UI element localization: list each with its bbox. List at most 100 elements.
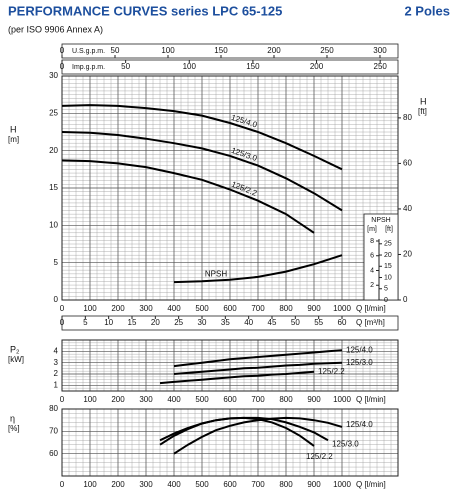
x-tick-label: 300 (139, 395, 153, 404)
x2-tick-label: 55 (314, 318, 323, 327)
x-axis-label: Q [l/min] (356, 304, 386, 313)
curve (61, 104, 343, 171)
x2-tick-label: 30 (198, 318, 207, 327)
y-tick-label: 60 (49, 449, 58, 458)
x-tick-label: 300 (139, 480, 153, 489)
plot-frame (61, 408, 399, 477)
x2-tick-label: 100 (183, 62, 197, 71)
npsh-tick-label: 6 (370, 253, 374, 260)
x2-axis-label: Imp.g.p.m. (72, 64, 105, 71)
curve (159, 370, 315, 385)
x2-tick-label: 40 (244, 318, 253, 327)
x2-tick-label: 10 (104, 318, 113, 327)
y-tick-label: 15 (49, 183, 58, 192)
plot-frame (61, 339, 399, 392)
x2-tick-label: 45 (268, 318, 277, 327)
x2-tick-label: 50 (111, 46, 120, 55)
npsh-ft-tick-label: 5 (384, 286, 388, 293)
x-tick-label: 200 (111, 395, 125, 404)
x2-tick-label: 15 (128, 318, 137, 327)
x-tick-label: 500 (195, 304, 209, 313)
x-tick-label: 300 (139, 304, 153, 313)
y-axis-unit: [kW] (8, 355, 24, 364)
x-tick-label: 700 (251, 395, 265, 404)
axis-strip (61, 315, 399, 331)
y-tick-label: 5 (54, 258, 59, 267)
chart-title: PERFORMANCE CURVES series LPC 65-125 (8, 3, 282, 18)
npsh-title: NPSH (371, 217, 390, 224)
y-tick-label: 20 (49, 146, 58, 155)
y2-axis-unit: [ft] (418, 107, 427, 116)
poles: 2 Poles (404, 3, 450, 18)
y-tick-label: 1 (54, 380, 59, 389)
y-tick-label: 2 (54, 369, 59, 378)
y2-tick-label: 20 (403, 250, 412, 259)
npsh-ft-tick-label: 0 (384, 297, 388, 304)
npsh-ft-tick-label: 15 (384, 263, 392, 270)
y-tick-label: 3 (54, 358, 59, 367)
x-tick-label: 900 (307, 304, 321, 313)
x2-tick-label: 200 (310, 62, 324, 71)
x-tick-label: 700 (251, 304, 265, 313)
x2-tick-label: 60 (338, 318, 347, 327)
npsh-tick-label: 8 (370, 238, 374, 245)
x2-tick-label: 20 (151, 318, 160, 327)
y2-tick-label: 80 (403, 113, 412, 122)
x-tick-label: 900 (307, 480, 321, 489)
x2-tick-label: 35 (221, 318, 230, 327)
axis-strip (61, 43, 399, 59)
x-tick-label: 600 (223, 480, 237, 489)
x-tick-label: 0 (60, 304, 65, 313)
series-label: NPSH (205, 270, 227, 279)
y-tick-label: 0 (54, 295, 59, 304)
x2-tick-label: 100 (161, 46, 175, 55)
x2-tick-label: 50 (121, 62, 130, 71)
y-tick-label: 25 (49, 108, 58, 117)
y-axis-unit: [m] (8, 135, 19, 144)
npsh-ft-tick-label: 25 (384, 241, 392, 248)
x-tick-label: 400 (167, 395, 181, 404)
x-tick-label: 100 (83, 395, 97, 404)
x2-tick-label: 250 (374, 62, 388, 71)
series-label: 125/2.2 (318, 367, 345, 376)
y-axis-label: H (10, 124, 17, 134)
y-tick-label: 4 (54, 346, 59, 355)
x2-tick-label: 150 (246, 62, 260, 71)
x-tick-label: 1000 (333, 395, 351, 404)
series-label: 125/3.0 (332, 439, 359, 448)
y-axis-label: P₂ (10, 344, 20, 354)
npsh-inset (363, 213, 399, 301)
curve (61, 159, 315, 234)
y-tick-label: 30 (49, 71, 58, 80)
y-axis-label: η (10, 413, 15, 423)
x-tick-label: 600 (223, 395, 237, 404)
curve (61, 131, 343, 212)
x-tick-label: 200 (111, 304, 125, 313)
series-label: 125/4.0 (346, 420, 373, 429)
x-tick-label: 400 (167, 480, 181, 489)
x2-tick-label: 150 (214, 46, 228, 55)
x-tick-label: 600 (223, 304, 237, 313)
x2-axis-label: U.S.g.p.m. (72, 48, 105, 55)
x2-tick-label: 0 (60, 46, 65, 55)
plot-frame (61, 75, 399, 301)
axis-strip (61, 59, 399, 75)
series-label: 125/4.0 (346, 345, 373, 354)
x2-tick-label: 200 (267, 46, 281, 55)
series-label: 125/3.0 (346, 358, 373, 367)
x-axis-label: Q [l/min] (356, 395, 386, 404)
x-tick-label: 800 (279, 304, 293, 313)
curve (173, 361, 343, 375)
x2-tick-label: 5 (83, 318, 88, 327)
y2-tick-label: 0 (403, 295, 408, 304)
x-tick-label: 800 (279, 480, 293, 489)
x-axis-label: Q [l/min] (356, 480, 386, 489)
x2-tick-label: 0 (60, 62, 65, 71)
npsh-tick-label: 2 (370, 282, 374, 289)
series-label: 125/2.2 (306, 452, 333, 461)
curve (159, 416, 315, 447)
curve (173, 349, 343, 368)
curve (173, 416, 343, 455)
